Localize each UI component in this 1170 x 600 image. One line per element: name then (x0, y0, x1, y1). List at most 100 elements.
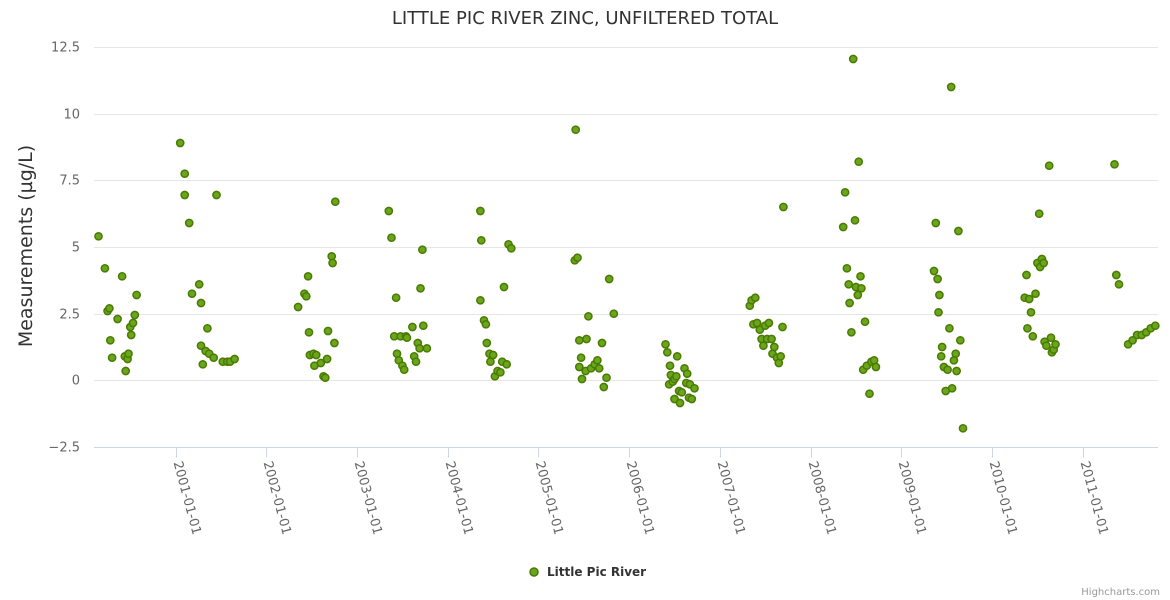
data-point[interactable] (690, 383, 699, 393)
data-point[interactable] (384, 206, 394, 216)
data-point[interactable] (593, 355, 602, 365)
data-point[interactable] (947, 383, 957, 393)
data-point[interactable] (126, 330, 136, 340)
data-point[interactable] (391, 293, 401, 303)
data-point[interactable] (955, 335, 965, 345)
data-point[interactable] (387, 233, 396, 243)
data-point[interactable] (576, 353, 586, 363)
data-point[interactable] (857, 283, 866, 293)
data-point[interactable] (675, 398, 685, 408)
data-point[interactable] (476, 235, 486, 245)
data-point[interactable] (769, 342, 779, 352)
data-point[interactable] (180, 169, 190, 179)
data-point[interactable] (502, 359, 512, 369)
data-point[interactable] (422, 343, 432, 353)
data-point[interactable] (316, 358, 326, 368)
data-point[interactable] (778, 322, 787, 332)
data-point[interactable] (1031, 289, 1040, 299)
data-point[interactable] (1150, 321, 1160, 331)
data-point[interactable] (945, 323, 954, 333)
data-point[interactable] (845, 298, 854, 308)
data-point[interactable] (1034, 209, 1044, 219)
data-point[interactable] (105, 303, 114, 313)
data-point[interactable] (230, 354, 239, 364)
data-point[interactable] (301, 291, 311, 301)
data-point[interactable] (476, 295, 485, 305)
data-point[interactable] (488, 350, 498, 360)
data-point[interactable] (571, 125, 581, 135)
data-point[interactable] (767, 334, 776, 344)
data-point[interactable] (934, 307, 943, 317)
data-point[interactable] (1023, 323, 1032, 333)
data-point[interactable] (402, 333, 412, 343)
data-point[interactable] (1042, 341, 1051, 351)
data-point[interactable] (184, 218, 194, 228)
data-point[interactable] (1128, 335, 1137, 345)
data-point[interactable] (128, 318, 138, 328)
data-point[interactable] (411, 357, 421, 367)
data-point[interactable] (602, 373, 611, 383)
data-point[interactable] (671, 371, 681, 381)
data-point[interactable] (322, 354, 332, 364)
data-point[interactable] (750, 293, 760, 303)
data-point[interactable] (187, 289, 197, 299)
data-point[interactable] (320, 373, 330, 383)
legend-item-little-pic-river[interactable]: Little Pic River (547, 565, 646, 579)
data-point[interactable] (330, 197, 340, 207)
data-point[interactable] (209, 353, 219, 363)
data-point[interactable] (929, 266, 939, 276)
data-point[interactable] (408, 322, 417, 332)
data-point[interactable] (121, 366, 131, 376)
data-point[interactable] (1039, 258, 1049, 268)
data-point[interactable] (677, 387, 687, 397)
data-point[interactable] (609, 309, 619, 319)
data-point[interactable] (946, 82, 956, 92)
data-point[interactable] (196, 341, 206, 351)
data-point[interactable] (840, 187, 850, 197)
data-point[interactable] (1046, 333, 1056, 343)
data-point[interactable] (582, 334, 591, 344)
data-point[interactable] (107, 353, 117, 363)
data-point[interactable] (117, 271, 127, 281)
data-point[interactable] (943, 365, 952, 375)
data-point[interactable] (130, 310, 140, 320)
data-point[interactable] (856, 271, 865, 281)
data-point[interactable] (481, 319, 491, 329)
data-point[interactable] (842, 263, 852, 273)
data-point[interactable] (665, 361, 675, 371)
data-point[interactable] (1051, 339, 1060, 349)
data-point[interactable] (573, 253, 582, 263)
data-point[interactable] (594, 363, 604, 373)
data-point[interactable] (311, 350, 321, 360)
data-point[interactable] (779, 202, 788, 212)
data-point[interactable] (951, 349, 961, 359)
data-point[interactable] (113, 314, 122, 324)
data-point[interactable] (198, 359, 208, 369)
data-point[interactable] (599, 382, 609, 392)
data-point[interactable] (180, 190, 190, 200)
data-point[interactable] (399, 365, 409, 375)
data-point[interactable] (482, 338, 492, 348)
data-point[interactable] (847, 327, 856, 337)
scatter-series[interactable] (94, 54, 1160, 433)
data-point[interactable] (476, 206, 485, 216)
data-point[interactable] (759, 341, 768, 351)
data-point[interactable] (577, 374, 587, 384)
data-point[interactable] (682, 369, 692, 379)
data-point[interactable] (100, 263, 110, 273)
data-point[interactable] (323, 326, 333, 336)
data-point[interactable] (672, 351, 682, 361)
data-point[interactable] (865, 389, 874, 399)
data-point[interactable] (1026, 307, 1036, 317)
data-point[interactable] (853, 290, 863, 300)
data-point[interactable] (496, 367, 505, 377)
data-point[interactable] (952, 366, 961, 376)
data-point[interactable] (1110, 159, 1119, 169)
data-point[interactable] (871, 362, 881, 372)
data-point[interactable] (175, 138, 185, 148)
data-point[interactable] (776, 351, 786, 361)
credits-link[interactable]: Highcharts.com (1081, 587, 1160, 598)
data-point[interactable] (328, 258, 337, 268)
data-point[interactable] (764, 318, 774, 328)
data-point[interactable] (584, 311, 593, 321)
